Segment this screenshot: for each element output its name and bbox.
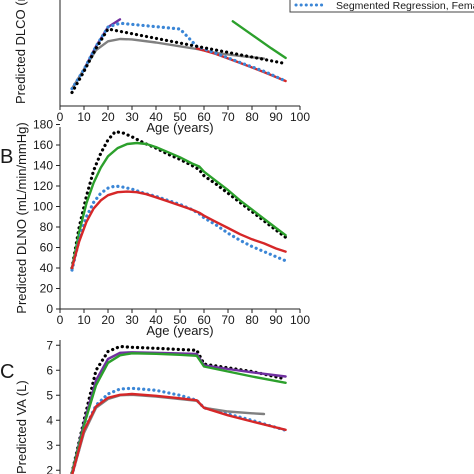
panel-b-y-tick-label: 0 (46, 302, 53, 316)
panel-b-x-tick-label: 100 (290, 313, 310, 327)
panel-c-series-3 (70, 352, 287, 474)
panel-a-x-tick-label: 90 (269, 110, 283, 124)
panel-c-y-tick-label: 7 (46, 338, 53, 352)
panel-b-x-tick-label: 30 (125, 313, 139, 327)
panel-a-x-ticks: 0 10 20 30 40 50 60 70 80 90 100 (57, 106, 310, 124)
panel-a-x-axis-title: Age (years) (146, 120, 213, 135)
panel-a-series-4 (70, 21, 288, 91)
panel-c-y-tick-label: 2 (46, 463, 53, 474)
panel-a-series-6 (231, 20, 287, 60)
panel-a-x-tick-label: 80 (245, 110, 259, 124)
legend-label-segmented-females: Segmented Regression, Females (336, 0, 474, 12)
panel-a-x-tick-label: 70 (221, 110, 235, 124)
panel-b-y-tick-label: 180 (33, 118, 53, 132)
panel-c-letter: C (0, 361, 14, 383)
panel-b-x-tick-label: 80 (245, 313, 259, 327)
panel-b-y-tick-label: 100 (33, 200, 53, 214)
panel-b-x-tick-label: 0 (57, 313, 64, 327)
panel-a-x-tick-label: 0 (57, 110, 64, 124)
panel-b-series-2 (70, 141, 287, 270)
panel-a-x-tick-label: 30 (125, 110, 139, 124)
panel-a-x-tick-label: 60 (197, 110, 211, 124)
panel-a-x-tick-label: 50 (173, 110, 187, 124)
panel-b-y-tick-label: 120 (33, 179, 53, 193)
panel-c-series-5 (71, 393, 266, 474)
legend: Segmented Regression, Females (289, 0, 474, 13)
panel-b-y-tick-label: 140 (33, 159, 53, 173)
panel-a-series-5 (70, 27, 288, 95)
panel-a-x-tick-label: 20 (101, 110, 115, 124)
panel-b-y-tick-label: 160 (33, 138, 53, 152)
panel-b-y-tick-label: 80 (40, 220, 54, 234)
panel-b-y-ticks: 0 20 40 60 80 100 120 140 160 180 (33, 118, 60, 316)
panel-a-x-tick-label: 10 (77, 110, 91, 124)
panel-c-y-tick-label: 4 (46, 413, 53, 427)
panel-c-y-tick-label: 5 (46, 388, 53, 402)
panel-b-x-tick-label: 40 (149, 313, 163, 327)
panel-c-y-ticks: 2 3 4 5 6 7 (46, 338, 60, 474)
panel-a-y-axis-title: Predicted DLCO (m (13, 0, 28, 104)
panel-b-y-axis-title: Predicted DLNO (mL/min/mmHg) (14, 122, 29, 313)
panel-b-x-tick-label: 10 (77, 313, 91, 327)
panel-b-x-axis-title: Age (years) (146, 323, 213, 338)
panel-c-y-axis-title: Predicted VA (L) (14, 380, 29, 474)
panel-b-letter: B (0, 146, 13, 168)
panel-b-x-tick-label: 70 (221, 313, 235, 327)
panel-c-y-tick-label: 6 (46, 363, 53, 377)
panel-a: 0 10 20 30 40 50 60 70 80 90 100 Predicted DLCO (m… (13, 0, 474, 135)
panel-b-x-tick-label: 90 (269, 313, 283, 327)
panel-c-y-tick-label: 3 (46, 438, 53, 452)
panel-b-x-tick-label: 20 (101, 313, 115, 327)
panel-c: C 2 3 4 5 6 7 Predicted VA (L) (0, 338, 288, 474)
panel-b-lines (70, 130, 288, 272)
panel-b-series-4 (70, 190, 287, 270)
panel-b-y-tick-label: 20 (40, 282, 54, 296)
legend-box (289, 0, 474, 13)
panel-a-series-2 (70, 37, 266, 90)
panel-b: B 0 20 40 60 80 100 120 140 160 180 0 10 20 30 40 50 60… (0, 118, 310, 339)
panel-a-lines (70, 18, 288, 95)
panel-b-y-tick-label: 60 (40, 241, 54, 255)
panel-b-y-tick-label: 40 (40, 261, 54, 275)
panel-b-x-tick-label: 60 (197, 313, 211, 327)
panel-a-x-tick-label: 100 (290, 110, 310, 124)
panel-a-x-tick-label: 40 (149, 110, 163, 124)
panel-c-lines (70, 344, 288, 474)
panel-b-series-1 (70, 130, 288, 270)
panel-b-x-tick-label: 50 (173, 313, 187, 327)
panel-c-series-6 (71, 392, 287, 474)
panel-b-x-ticks: 0 10 20 30 40 50 60 70 80 90 100 (57, 309, 310, 327)
